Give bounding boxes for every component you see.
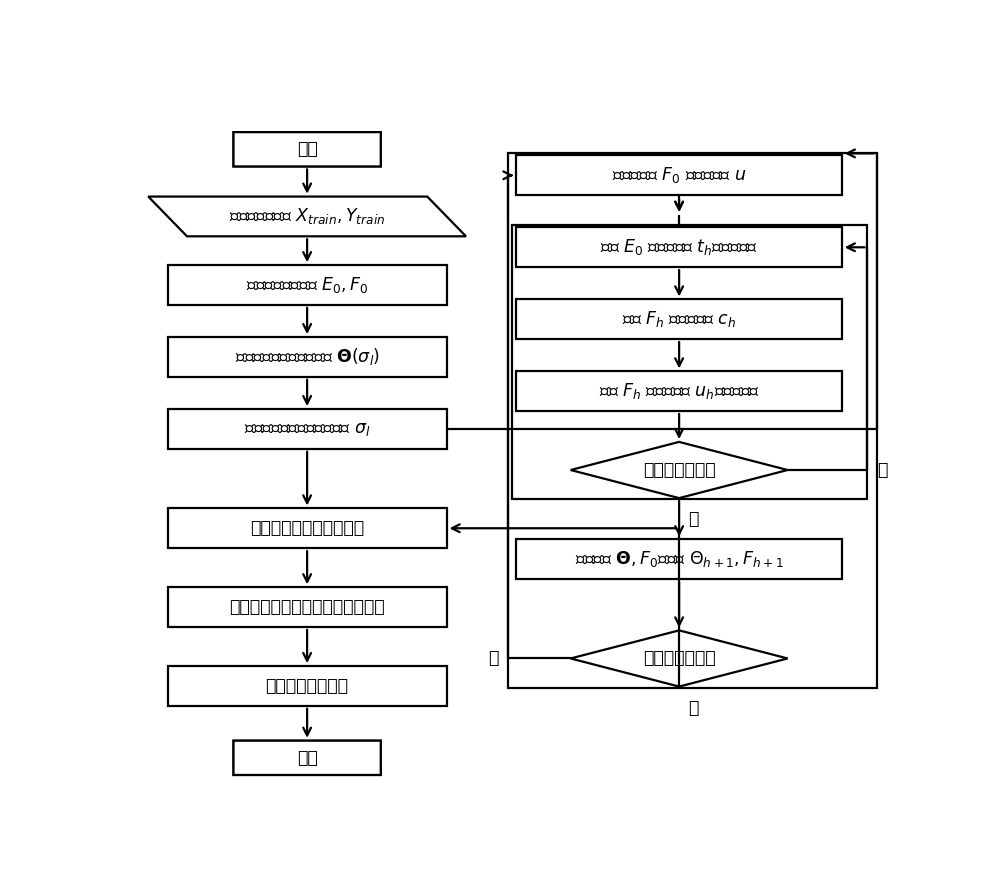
Text: 构造多尺度核格拉姆矩阵 $\mathbf{\Theta}(\sigma_l)$: 构造多尺度核格拉姆矩阵 $\mathbf{\Theta}(\sigma_l)$ xyxy=(235,346,380,368)
Text: 结束: 结束 xyxy=(297,748,318,767)
Text: 随机初始化 $F_0$ 的得分向量 $u$: 随机初始化 $F_0$ 的得分向量 $u$ xyxy=(612,166,746,185)
Text: 获得偏最小二乘回归模型: 获得偏最小二乘回归模型 xyxy=(250,519,364,538)
Polygon shape xyxy=(148,197,466,237)
Polygon shape xyxy=(571,630,788,686)
Text: 否: 否 xyxy=(488,650,499,668)
Text: 开始: 开始 xyxy=(297,141,318,158)
Text: 判断是否收敛？: 判断是否收敛？ xyxy=(643,461,715,479)
Text: 加入滑窗策略，重构核格拉姆矩阵: 加入滑窗策略，重构核格拉姆矩阵 xyxy=(229,598,385,616)
FancyBboxPatch shape xyxy=(234,132,381,166)
FancyBboxPatch shape xyxy=(234,132,381,166)
Bar xyxy=(168,337,447,376)
Text: 开始: 开始 xyxy=(297,141,318,158)
Text: 计算 $E_0$ 的得分向量 $t_h$，并归一化: 计算 $E_0$ 的得分向量 $t_h$，并归一化 xyxy=(600,238,758,257)
Bar xyxy=(516,299,842,339)
Text: 缩小矩阵 $\mathbf{\Theta},F_0$，得到 $\Theta_{h+1},F_{h+1}$: 缩小矩阵 $\mathbf{\Theta},F_0$，得到 $\Theta_{h… xyxy=(575,549,784,569)
Text: 计算 $F_h$ 的权值向量 $c_h$: 计算 $F_h$ 的权值向量 $c_h$ xyxy=(622,309,736,329)
Text: 否: 否 xyxy=(877,461,887,479)
Text: 输入训练样本集 $X_{train},Y_{train}$: 输入训练样本集 $X_{train},Y_{train}$ xyxy=(229,206,385,226)
Text: 通过优化算法确定矩阵参数 $\sigma_l$: 通过优化算法确定矩阵参数 $\sigma_l$ xyxy=(244,420,370,438)
Bar xyxy=(168,508,447,548)
Bar xyxy=(512,224,867,499)
Bar xyxy=(508,153,877,688)
Bar xyxy=(516,539,842,579)
Text: 是: 是 xyxy=(688,510,699,528)
Text: 标准化处理，得到 $E_0,F_0$: 标准化处理，得到 $E_0,F_0$ xyxy=(246,275,368,295)
Bar xyxy=(168,409,447,449)
Bar xyxy=(168,666,447,706)
Bar xyxy=(516,156,842,195)
Text: 计算 $F_h$ 的得分向量 $u_h$，并归一化: 计算 $F_h$ 的得分向量 $u_h$，并归一化 xyxy=(599,381,760,401)
Bar xyxy=(168,265,447,305)
Text: 是: 是 xyxy=(688,699,699,717)
Bar xyxy=(516,371,842,411)
Bar xyxy=(516,228,842,267)
Text: 获得滚动预测模型: 获得滚动预测模型 xyxy=(266,677,349,695)
Text: 结束: 结束 xyxy=(297,748,318,767)
Polygon shape xyxy=(571,442,788,498)
Bar xyxy=(168,587,447,627)
FancyBboxPatch shape xyxy=(234,740,381,775)
Text: 判断结束条件？: 判断结束条件？ xyxy=(643,650,715,668)
FancyBboxPatch shape xyxy=(234,740,381,775)
